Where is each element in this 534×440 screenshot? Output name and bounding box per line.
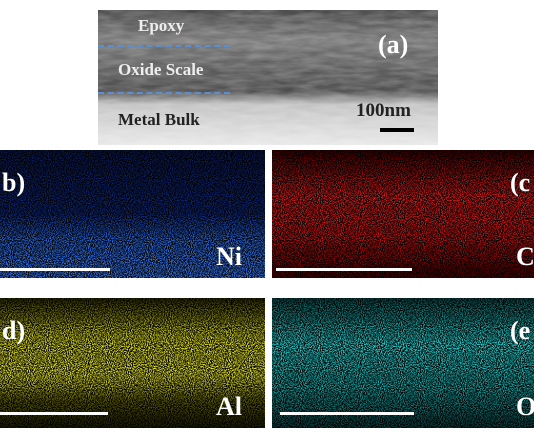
- element-label: Al: [216, 392, 242, 421]
- panel-b: b) Ni: [0, 150, 265, 278]
- panel-label: (e: [510, 316, 531, 345]
- scale-bar: [276, 268, 412, 271]
- element-label: C: [516, 242, 534, 271]
- sem-image: [98, 10, 438, 145]
- scale-bar: [0, 268, 110, 271]
- layer-label: Oxide Scale: [118, 60, 204, 79]
- scale-label: 100nm: [356, 100, 411, 121]
- panel-label: d): [2, 316, 26, 345]
- panel-label: (c: [510, 168, 531, 197]
- scale-bar: [0, 412, 108, 415]
- element-label: O: [516, 392, 534, 421]
- panel-label: (a): [378, 30, 409, 59]
- panel-a: Epoxy Oxide Scale Metal Bulk (a) 100nm: [98, 10, 438, 145]
- panel-c: (c C: [272, 150, 534, 278]
- scale-bar: [380, 128, 414, 132]
- eds-map: [272, 150, 534, 278]
- boundary-line: [98, 45, 230, 47]
- eds-map: [272, 298, 534, 428]
- panel-d: d) Al: [0, 298, 265, 428]
- panel-e: (e O: [272, 298, 534, 428]
- layer-label: Metal Bulk: [118, 110, 200, 129]
- scale-bar: [280, 412, 414, 415]
- panel-label: b): [2, 168, 26, 197]
- eds-map: [0, 150, 265, 278]
- layer-label: Epoxy: [138, 16, 185, 35]
- eds-map: [0, 298, 265, 428]
- boundary-line: [98, 92, 230, 94]
- element-label: Ni: [216, 242, 242, 271]
